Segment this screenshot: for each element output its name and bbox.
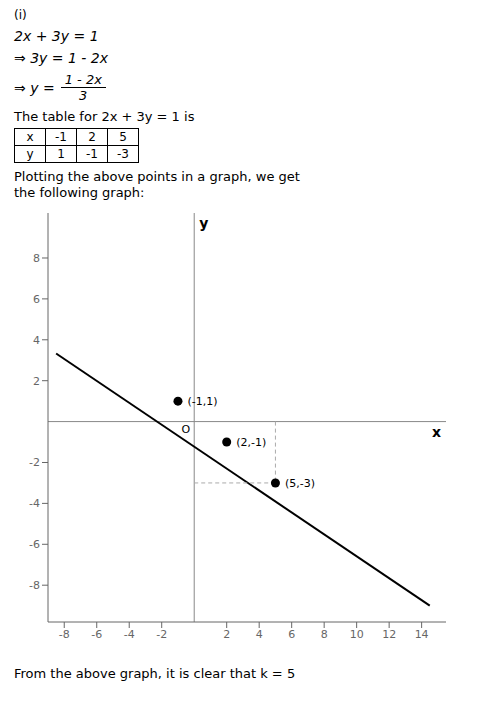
html-text:1: 1 [57,147,65,161]
html-text:⇒ 3y = 1 - 2x: ⇒ 3y = 1 - 2x [14,50,109,66]
svg-text:-4: -4 [29,497,40,510]
svg-text:(5,-3): (5,-3) [285,477,315,490]
svg-text:O: O [182,423,191,436]
svg-text:(2,-1): (2,-1) [236,436,266,449]
svg-text:6: 6 [288,628,295,641]
svg-text:2: 2 [33,375,40,388]
html-text:1 - 2x: 1 - 2x [64,72,102,87]
html-text:the following graph:: the following graph: [14,185,145,200]
svg-text:4: 4 [256,628,263,641]
html-text:y: y [26,147,34,161]
svg-text:x: x [432,424,441,440]
html-text:From the above graph, it is cl: From the above graph, it is clear that k… [14,666,296,681]
svg-text:8: 8 [321,628,328,641]
html-text:3: 3 [79,88,88,103]
svg-text:-6: -6 [29,538,40,551]
svg-text:4: 4 [33,334,40,347]
svg-text:(-1,1): (-1,1) [187,395,217,408]
html-text:-1: -1 [86,147,98,161]
html-text:5: 5 [119,130,127,144]
html-text:(i): (i) [14,8,27,22]
svg-text:12: 12 [382,628,396,641]
html-text:-1: -1 [55,130,67,144]
svg-text:-2: -2 [29,456,40,469]
html-text:The table for 2x + 3y = 1 is: The table for 2x + 3y = 1 is [14,109,195,124]
html-text:⇒ y =: ⇒ y = [14,79,55,96]
svg-text:-8: -8 [59,628,70,641]
svg-text:14: 14 [415,628,429,641]
svg-text:8: 8 [33,252,40,265]
html-text:Plotting the above points in a: Plotting the above points in a graph, we… [14,169,300,184]
svg-text:y: y [199,215,208,231]
html-text:2: 2 [88,130,96,144]
html-text:2x + 3y = 1: 2x + 3y = 1 [14,28,99,44]
svg-text:6: 6 [33,293,40,306]
html-text:-3: -3 [117,147,129,161]
svg-text:-2: -2 [156,628,167,641]
svg-text:-6: -6 [91,628,102,641]
svg-text:-8: -8 [29,579,40,592]
svg-text:10: 10 [350,628,364,641]
svg-text:-4: -4 [124,628,135,641]
svg-text:2: 2 [223,628,230,641]
html-text:x: x [26,130,34,144]
